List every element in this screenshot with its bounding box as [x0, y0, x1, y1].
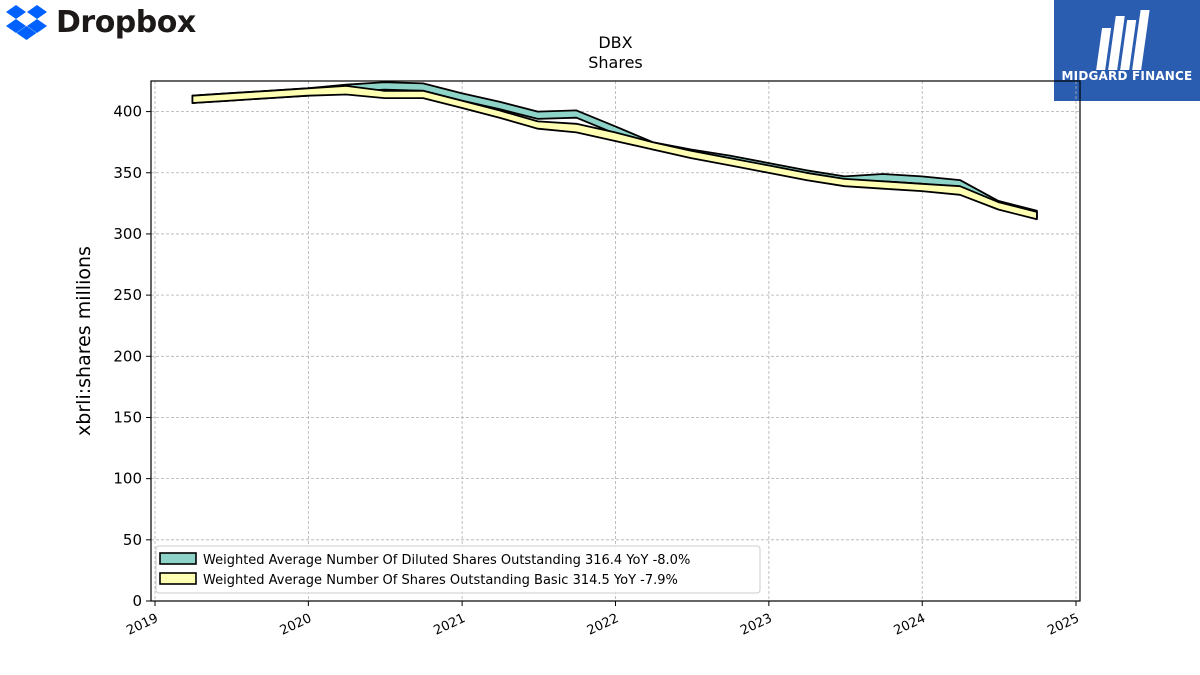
- midgard-logo-icon: [1096, 10, 1150, 70]
- dropbox-logo-icon: [6, 5, 47, 40]
- x-tick-label: 2020: [278, 611, 314, 639]
- dropbox-logo-diamond-4: [16, 26, 37, 40]
- badge-name: MIDGARD FINANCE: [1061, 69, 1193, 83]
- y-tick-label: 400: [113, 103, 142, 121]
- legend-label-1: Weighted Average Number Of Shares Outsta…: [203, 573, 678, 588]
- y-tick-label: 250: [113, 286, 142, 304]
- y-tick-label: 150: [113, 408, 142, 426]
- dropbox-logo-diamond-1: [27, 5, 47, 19]
- series-group: [191, 81, 1038, 221]
- y-tick-label: 300: [113, 225, 142, 243]
- x-tick-label: 2023: [738, 611, 774, 639]
- dropbox-brand: Dropbox: [6, 4, 196, 40]
- y-axis: 0 50 100 150 200 250 300 350 400: [113, 103, 151, 610]
- chart-title: DBX: [598, 33, 632, 52]
- x-tick-label: 2025: [1045, 611, 1081, 639]
- legend-box: [155, 545, 761, 594]
- x-tick-label: 2022: [585, 611, 621, 639]
- dropbox-logo-diamond-0: [6, 5, 26, 19]
- dropbox-logo-diamond-2: [6, 19, 26, 33]
- y-tick-label: 0: [132, 592, 142, 610]
- x-tick-label: 2021: [431, 611, 467, 639]
- y-tick-label: 100: [113, 470, 142, 488]
- series-band-1: [191, 85, 1038, 221]
- legend-label-0: Weighted Average Number Of Diluted Share…: [203, 553, 690, 568]
- y-tick-label: 350: [113, 164, 142, 182]
- midgard-finance-badge: MIDGARD FINANCE: [1054, 0, 1200, 101]
- legend-swatch-0: [159, 552, 197, 565]
- x-tick-label: 2024: [892, 611, 928, 639]
- legend-swatch-1: [159, 572, 197, 585]
- brand-name: Dropbox: [56, 4, 196, 40]
- chart-subtitle: Shares: [588, 53, 643, 72]
- x-axis: 2019 2020 2021 2022 2023 2024 2025: [124, 601, 1082, 639]
- x-tick-label: 2019: [124, 611, 160, 639]
- y-tick-label: 200: [113, 347, 142, 365]
- y-tick-label: 50: [123, 531, 142, 549]
- y-axis-label: xbrli:shares millions: [73, 246, 95, 436]
- dropbox-logo-diamond-3: [27, 19, 47, 33]
- legend: Weighted Average Number Of Diluted Share…: [155, 545, 761, 594]
- grid: [151, 81, 1080, 602]
- series-band-0: [191, 81, 1038, 219]
